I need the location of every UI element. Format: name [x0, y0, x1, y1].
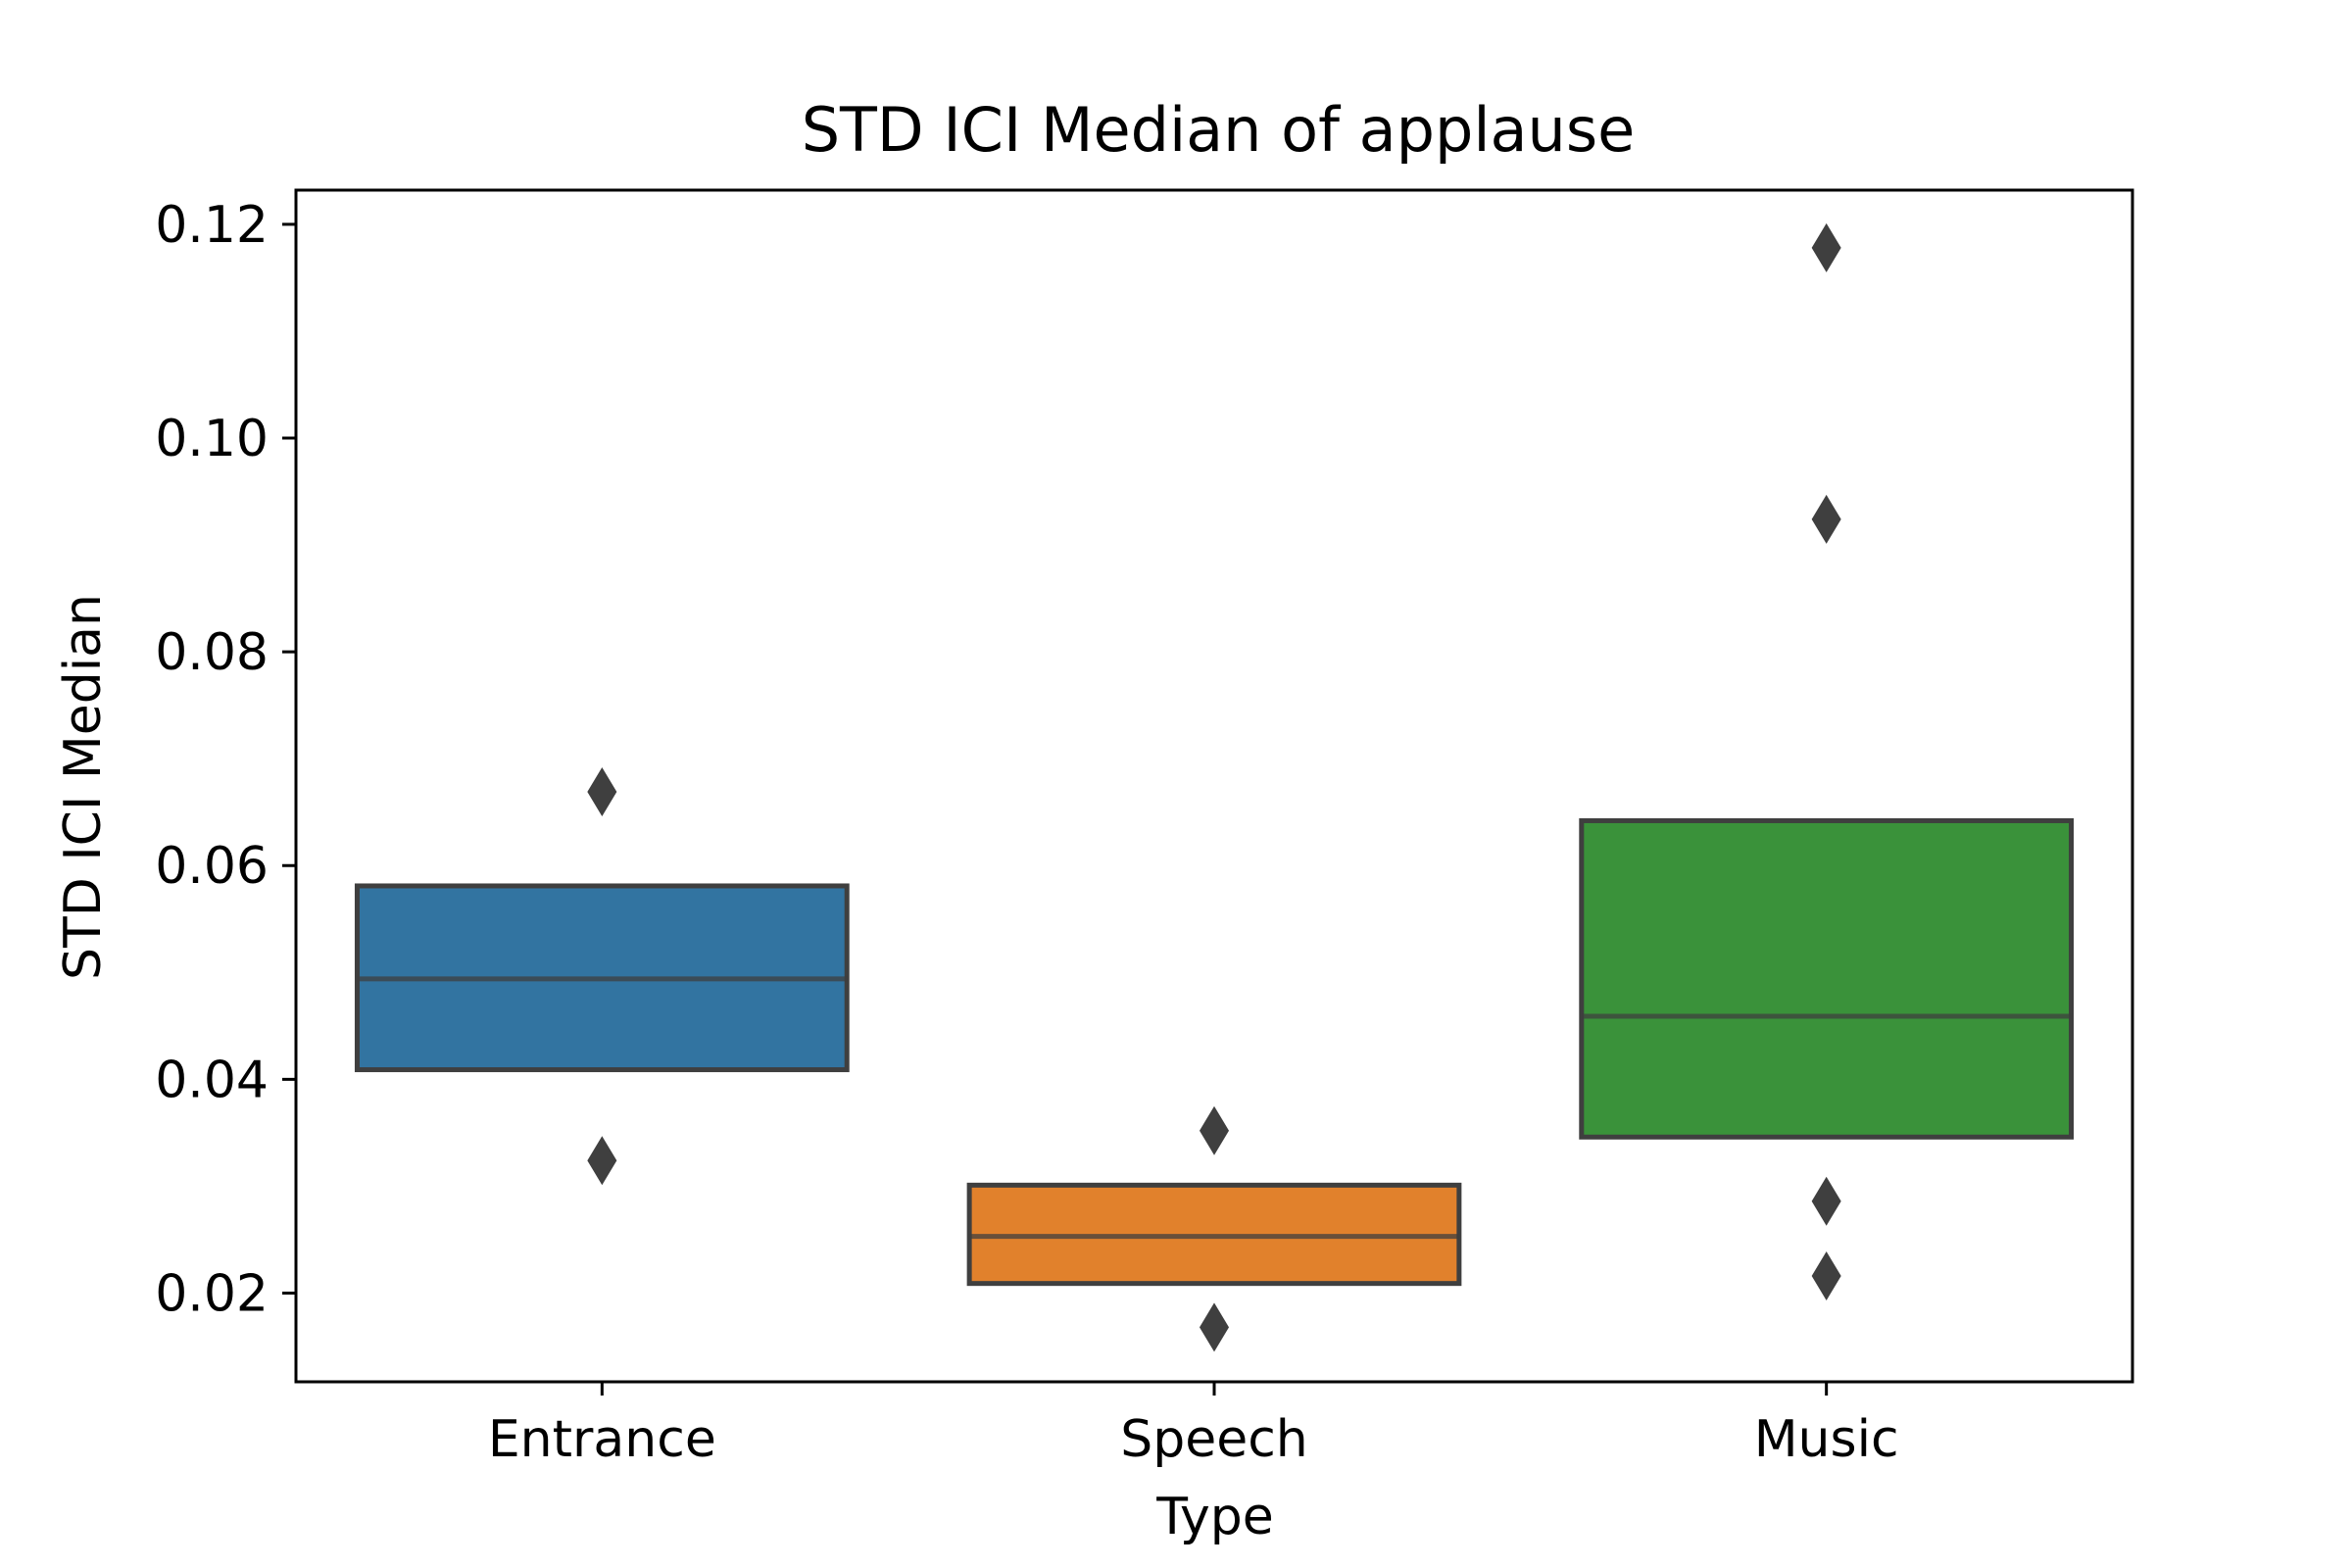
y-tick-label: 0.08 — [155, 623, 269, 682]
y-tick-label: 0.10 — [155, 410, 269, 468]
x-tick-label: Entrance — [488, 1410, 716, 1469]
outlier-point — [1811, 1251, 1841, 1301]
x-axis-label: Type — [1155, 1488, 1273, 1546]
outlier-point — [1811, 494, 1841, 544]
plot-area — [294, 188, 2134, 1384]
y-tick-label: 0.06 — [155, 837, 269, 896]
outlier-point — [587, 1136, 617, 1186]
outlier-point — [1200, 1302, 1229, 1352]
chart-title: STD ICI Median of applause — [802, 94, 1636, 166]
y-tick-label: 0.04 — [155, 1051, 269, 1109]
y-tick-label: 0.12 — [155, 196, 269, 255]
x-tick-label: Music — [1754, 1410, 1899, 1469]
outlier-point — [1811, 1176, 1841, 1226]
outlier-point — [1811, 222, 1841, 272]
y-tick-label: 0.02 — [155, 1264, 269, 1323]
x-axis: Entrance Speech Music — [488, 1382, 1899, 1469]
outlier-point — [1200, 1105, 1229, 1155]
y-axis-label: STD ICI Median — [54, 594, 113, 980]
x-tick-label: Speech — [1120, 1410, 1308, 1469]
box-music — [1579, 817, 2075, 1140]
y-axis: 0.02 0.04 0.06 0.08 0.10 0.12 — [155, 196, 296, 1323]
outlier-point — [587, 766, 617, 816]
